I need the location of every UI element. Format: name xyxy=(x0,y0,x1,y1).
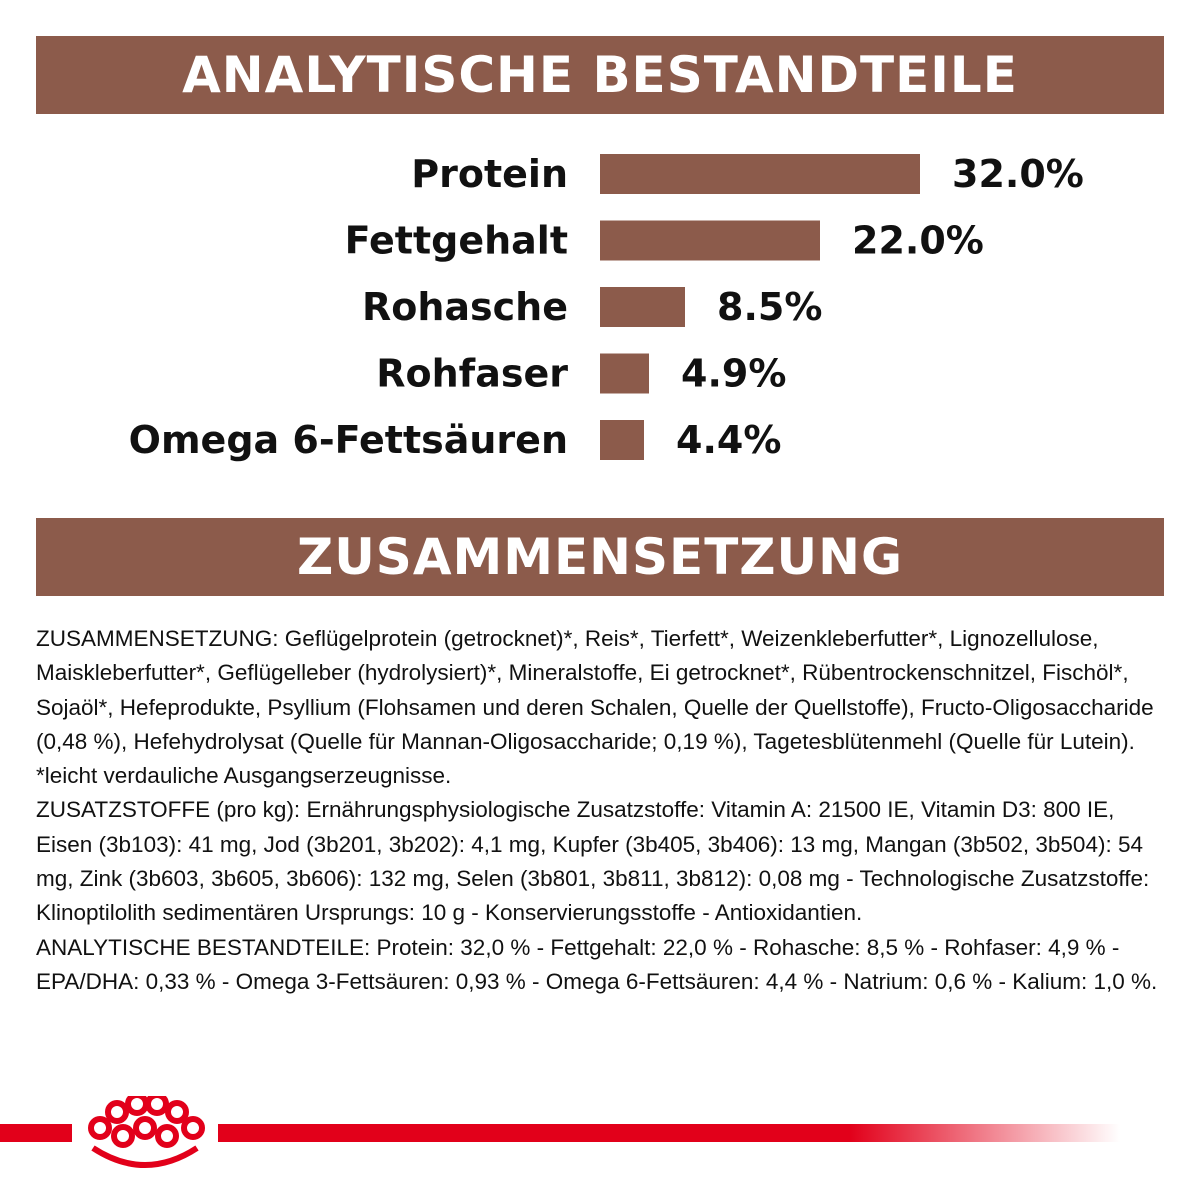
composition-title: ZUSAMMENSETZUNG xyxy=(296,528,904,586)
analytics-header-banner: ANALYTISCHE BESTANDTEILE xyxy=(36,36,1164,114)
composition-text: ZUSAMMENSETZUNG: Geflügelprotein (getroc… xyxy=(36,622,1176,999)
nutrient-bar-chart: Protein 32.0% Fettgehalt 22.0% Rohasche 8.5% R… xyxy=(129,152,1084,462)
category-label: Rohasche xyxy=(362,285,568,329)
composition-header-banner: ZUSAMMENSETZUNG xyxy=(36,518,1164,596)
value-label: 4.9% xyxy=(681,352,786,396)
composition-paragraph-analytics: ANALYTISCHE BESTANDTEILE: Protein: 32,0 … xyxy=(36,934,1158,994)
footer-line-left xyxy=(0,1124,72,1142)
category-label: Fettgehalt xyxy=(345,219,568,263)
category-label: Omega 6-Fettsäuren xyxy=(129,418,568,462)
value-label: 4.4% xyxy=(676,418,781,462)
bar xyxy=(600,420,644,460)
composition-paragraph-additives: ZUSATZSTOFFE (pro kg): Ernährungsphysiol… xyxy=(36,797,1150,926)
value-label: 8.5% xyxy=(717,285,822,329)
category-label: Protein xyxy=(411,152,568,196)
value-label: 22.0% xyxy=(852,219,984,263)
composition-paragraph-ingredients: ZUSAMMENSETZUNG: Geflügelprotein (getroc… xyxy=(36,626,1154,789)
footer-brand-strip xyxy=(0,1096,1120,1168)
bar xyxy=(600,154,920,194)
value-label: 32.0% xyxy=(952,152,1084,196)
footer-line-right xyxy=(218,1124,1120,1142)
analytics-title: ANALYTISCHE BESTANDTEILE xyxy=(182,46,1018,104)
bar xyxy=(600,287,685,327)
bar xyxy=(600,220,820,261)
category-label: Rohfaser xyxy=(376,352,568,396)
bar xyxy=(600,353,649,394)
royal-canin-crown-icon xyxy=(88,1096,205,1168)
